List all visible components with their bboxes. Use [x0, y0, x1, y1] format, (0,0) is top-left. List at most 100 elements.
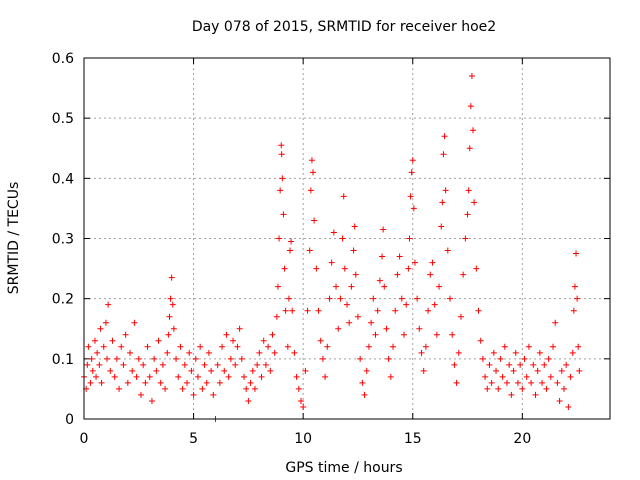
x-tick-label: 5: [189, 431, 198, 447]
data-point: [560, 385, 567, 392]
data-point: [230, 337, 237, 344]
data-point: [433, 331, 440, 338]
data-point: [567, 373, 574, 380]
data-point: [539, 379, 546, 386]
data-point: [486, 361, 493, 368]
data-point: [170, 325, 177, 332]
data-point: [313, 265, 320, 272]
data-point: [508, 391, 515, 398]
data-point: [499, 373, 506, 380]
data-point: [104, 355, 111, 362]
plot-frame: [83, 57, 611, 420]
data-point: [464, 211, 471, 218]
data-point: [541, 361, 548, 368]
data-point: [177, 343, 184, 350]
data-point: [550, 343, 557, 350]
data-point: [238, 355, 245, 362]
data-point: [350, 247, 357, 254]
data-point: [512, 349, 519, 356]
data-point: [96, 361, 103, 368]
data-point: [370, 295, 377, 302]
data-point: [574, 295, 581, 302]
data-point: [429, 259, 436, 266]
data-point: [175, 373, 182, 380]
data-point: [166, 313, 173, 320]
data-point: [431, 301, 438, 308]
data-point: [148, 397, 155, 404]
data-point: [488, 379, 495, 386]
data-point: [276, 235, 283, 242]
data-point: [470, 127, 477, 134]
data-point: [279, 175, 286, 182]
data-point: [322, 373, 329, 380]
data-point: [302, 367, 309, 374]
data-point: [532, 391, 539, 398]
data-point: [479, 355, 486, 362]
data-point: [277, 187, 284, 194]
data-point: [162, 385, 169, 392]
data-point: [153, 367, 160, 374]
data-point: [536, 349, 543, 356]
data-point: [407, 193, 414, 200]
data-point: [552, 319, 559, 326]
data-point: [146, 373, 153, 380]
data-point: [214, 361, 221, 368]
data-point: [317, 337, 324, 344]
data-point: [444, 247, 451, 254]
data-point: [116, 385, 123, 392]
data-point: [410, 205, 417, 212]
y-tick-label: 0: [65, 412, 74, 428]
x-tick-label: 10: [294, 431, 312, 447]
data-point: [84, 361, 91, 368]
data-point: [465, 187, 472, 194]
data-point: [385, 355, 392, 362]
data-point: [97, 325, 104, 332]
data-point: [203, 379, 210, 386]
data-point: [113, 355, 120, 362]
data-point: [205, 349, 212, 356]
data-point: [144, 343, 151, 350]
data-point: [122, 331, 129, 338]
data-point: [192, 355, 199, 362]
data-point: [254, 361, 261, 368]
data-point: [288, 238, 295, 245]
data-point: [184, 379, 191, 386]
data-point: [269, 331, 276, 338]
data-point: [497, 355, 504, 362]
data-point: [573, 250, 580, 257]
data-point: [142, 379, 149, 386]
data-point: [267, 367, 274, 374]
data-point: [543, 385, 550, 392]
data-point: [168, 274, 175, 281]
data-point: [262, 361, 269, 368]
data-point: [569, 349, 576, 356]
data-point: [111, 373, 118, 380]
data-point: [455, 349, 462, 356]
data-point: [466, 145, 473, 152]
data-point: [493, 367, 500, 374]
data-point: [88, 355, 95, 362]
data-point: [556, 397, 563, 404]
data-point: [105, 301, 112, 308]
data-point: [333, 283, 340, 290]
data-point: [169, 301, 176, 308]
data-point: [403, 301, 410, 308]
data-point: [245, 397, 252, 404]
data-point: [471, 199, 478, 206]
data-point: [304, 307, 311, 314]
data-point: [258, 373, 265, 380]
data-point: [140, 361, 147, 368]
data-point: [477, 337, 484, 344]
data-point: [379, 253, 386, 260]
data-point: [197, 343, 204, 350]
data-point: [100, 343, 107, 350]
data-point: [457, 313, 464, 320]
data-point: [405, 265, 412, 272]
y-tick-label: 0.6: [52, 51, 74, 67]
data-point: [357, 355, 364, 362]
data-point: [91, 337, 98, 344]
data-point: [416, 325, 423, 332]
data-point: [85, 343, 92, 350]
data-point: [396, 253, 403, 260]
data-point: [394, 271, 401, 278]
